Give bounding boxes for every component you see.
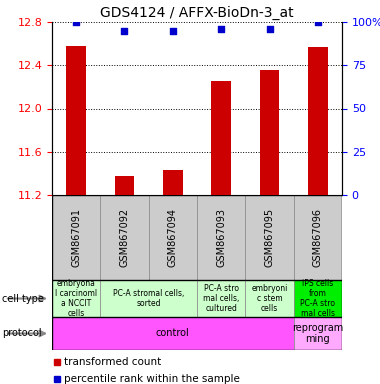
Bar [100,280,197,317]
Bar [294,317,342,350]
Bar [149,195,197,280]
Bar [52,195,100,280]
Text: transformed count: transformed count [64,357,161,367]
Text: cell type: cell type [2,293,44,303]
Text: reprogram
ming: reprogram ming [292,323,344,344]
Text: PC-A stromal cells,
sorted: PC-A stromal cells, sorted [113,289,184,308]
Bar [294,280,342,317]
Bar [260,70,279,195]
Text: PC-A stro
mal cells,
cultured: PC-A stro mal cells, cultured [203,284,239,313]
Bar [163,170,182,195]
Point [266,26,272,32]
Text: iPS cells
from
PC-A stro
mal cells: iPS cells from PC-A stro mal cells [300,280,335,318]
Title: GDS4124 / AFFX-BioDn-3_at: GDS4124 / AFFX-BioDn-3_at [100,5,294,20]
Bar [54,376,60,382]
Text: percentile rank within the sample: percentile rank within the sample [64,374,240,384]
Bar [294,195,342,280]
Bar [66,46,86,195]
Text: embryoni
c stem
cells: embryoni c stem cells [251,284,288,313]
Text: GSM867091: GSM867091 [71,208,81,267]
Bar [197,195,245,280]
Point [315,19,321,25]
Text: GSM867093: GSM867093 [216,208,226,267]
Point [218,26,224,32]
Bar [52,280,100,317]
Text: embryona
l carcinoml
a NCCIT
cells: embryona l carcinoml a NCCIT cells [55,280,97,318]
Bar [197,280,245,317]
Bar [212,81,231,195]
Point [73,19,79,25]
Bar [115,175,134,195]
Bar [100,195,149,280]
Text: GSM867095: GSM867095 [264,208,274,267]
Text: protocol: protocol [2,328,41,339]
Bar [54,359,60,365]
Point [170,28,176,34]
Bar [245,195,294,280]
Text: GSM867096: GSM867096 [313,208,323,267]
Bar [52,317,294,350]
Text: GSM867094: GSM867094 [168,208,178,267]
Bar [308,47,328,195]
Text: control: control [156,328,190,339]
Text: GSM867092: GSM867092 [119,208,130,267]
Point [122,28,128,34]
Bar [245,280,294,317]
